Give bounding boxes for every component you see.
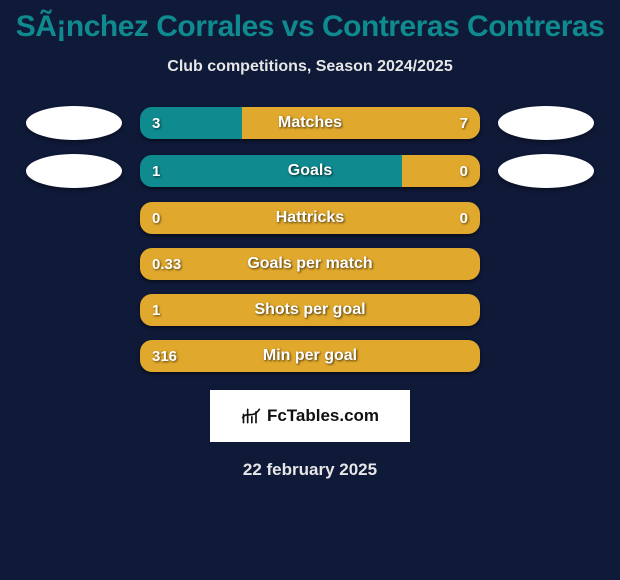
player-avatar-right xyxy=(498,106,594,140)
stat-row: 10Goals xyxy=(0,154,620,188)
date-text: 22 february 2025 xyxy=(0,460,620,480)
stat-value-left: 3 xyxy=(140,107,172,139)
stat-bar: 10Goals xyxy=(140,155,480,187)
logo-box: FcTables.com xyxy=(210,390,410,442)
stats-container: 37Matches10Goals00Hattricks0.33Goals per… xyxy=(0,106,620,372)
logo-text: FcTables.com xyxy=(267,406,379,426)
stat-bar: 0.33Goals per match xyxy=(140,248,480,280)
stat-value-right: 0 xyxy=(448,202,480,234)
stat-value-left: 1 xyxy=(140,155,172,187)
page-title: SÃ¡nchez Corrales vs Contreras Contreras xyxy=(0,0,620,44)
stat-value-right xyxy=(456,340,480,372)
avatar-slot-right xyxy=(498,154,594,188)
page-subtitle: Club competitions, Season 2024/2025 xyxy=(0,58,620,76)
player-avatar-left xyxy=(26,154,122,188)
player-avatar-left xyxy=(26,106,122,140)
stat-row: 37Matches xyxy=(0,106,620,140)
stat-value-left: 0 xyxy=(140,202,172,234)
bar-right-fill xyxy=(242,107,480,139)
stat-value-left: 1 xyxy=(140,294,172,326)
stat-bar: 37Matches xyxy=(140,107,480,139)
stat-row: 0.33Goals per match xyxy=(0,248,620,280)
bar-right-fill xyxy=(140,202,480,234)
stat-row: 00Hattricks xyxy=(0,202,620,234)
stat-bar: 316Min per goal xyxy=(140,340,480,372)
logo-icon xyxy=(241,406,261,426)
bar-left-fill xyxy=(140,155,402,187)
player-avatar-right xyxy=(498,154,594,188)
bar-right-fill xyxy=(140,294,480,326)
stat-value-left: 316 xyxy=(140,340,189,372)
stat-bar: 1Shots per goal xyxy=(140,294,480,326)
stat-value-right xyxy=(456,248,480,280)
avatar-slot-right xyxy=(498,106,594,140)
stat-value-right xyxy=(456,294,480,326)
stat-row: 316Min per goal xyxy=(0,340,620,372)
stat-value-left: 0.33 xyxy=(140,248,193,280)
avatar-slot-left xyxy=(26,154,122,188)
stat-row: 1Shots per goal xyxy=(0,294,620,326)
stat-value-right: 7 xyxy=(448,107,480,139)
bar-right-fill xyxy=(140,340,480,372)
stat-value-right: 0 xyxy=(448,155,480,187)
stat-bar: 00Hattricks xyxy=(140,202,480,234)
avatar-slot-left xyxy=(26,106,122,140)
